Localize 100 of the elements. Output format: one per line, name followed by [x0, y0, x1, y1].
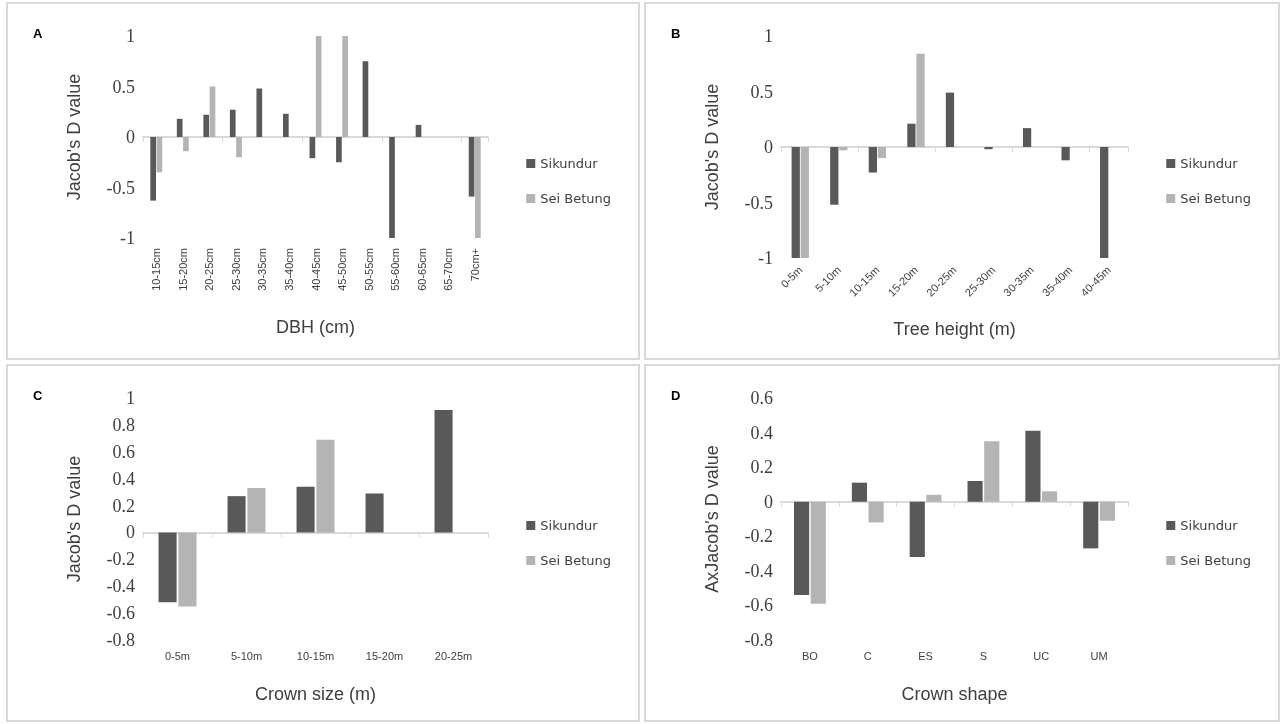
legend-label: Sei Betung: [540, 191, 612, 206]
x-tick-label: UM: [1090, 649, 1108, 662]
y-tick-label: 0.6: [112, 441, 135, 462]
bar: [967, 480, 983, 502]
bar: [227, 496, 246, 533]
bar: [434, 410, 453, 533]
y-tick-label: 0.5: [112, 76, 135, 97]
text: D: [671, 388, 681, 403]
legend-label: Sikundur: [540, 156, 599, 171]
bar: [256, 88, 263, 137]
y-tick-label: 0: [126, 522, 135, 543]
y-axis-title: AxJacob's D value: [702, 445, 722, 593]
bar: [1042, 491, 1058, 502]
y-tick-label: 1: [126, 26, 135, 46]
y-tick-label: 1: [764, 26, 773, 46]
y-tick-label: -0.8: [744, 630, 773, 650]
y-tick-label: 0.5: [750, 81, 773, 102]
bar: [316, 439, 335, 533]
x-tick-label: 60-65cm: [415, 248, 428, 291]
bar: [839, 147, 848, 151]
bar: [800, 147, 809, 258]
x-tick-label: 20-25m: [434, 649, 473, 662]
y-tick-label: -1: [758, 248, 773, 268]
x-tick-label: 5-10m: [230, 649, 263, 662]
bar: [984, 441, 1000, 502]
bar: [945, 92, 955, 147]
y-axis-title: Jacob's D value: [64, 455, 84, 583]
bar: [176, 118, 183, 137]
legend-label: Sikundur: [1180, 518, 1239, 533]
x-tick-label: 55-60cm: [389, 248, 402, 291]
y-tick-label: 0: [764, 137, 773, 157]
y-tick-label: 0.2: [750, 457, 773, 478]
y-tick-label: -0.5: [106, 177, 135, 198]
bar: [282, 113, 289, 137]
legend-label: Sikundur: [1180, 156, 1239, 171]
y-tick-label: -0.6: [744, 595, 773, 616]
x-tick-label: 65-70cm: [442, 248, 455, 291]
bar: [877, 147, 887, 159]
y-tick-label: 0.6: [750, 388, 773, 408]
bar: [336, 137, 342, 163]
bar: [984, 147, 993, 150]
x-axis-title: DBH (cm): [276, 317, 355, 337]
bar: [907, 123, 916, 147]
bar: [247, 488, 266, 533]
bar: [851, 482, 867, 502]
x-tick-label: ES: [918, 649, 933, 662]
y-tick-label: 0: [126, 127, 135, 147]
y-tick-label: 0.2: [112, 495, 135, 516]
bar: [1061, 147, 1070, 161]
y-tick-label: 0.4: [112, 468, 135, 489]
y-tick-label: -0.8: [106, 630, 135, 650]
bar: [916, 53, 925, 147]
y-tick-label: 0.4: [750, 422, 773, 443]
y-tick-label: -0.2: [106, 549, 135, 570]
bar: [365, 493, 384, 533]
y-axis-title: Jacob's D value: [702, 83, 722, 211]
bar: [229, 109, 236, 137]
bar: [203, 114, 210, 137]
bar: [389, 137, 395, 238]
x-tick-label: 45-50cm: [336, 248, 349, 291]
x-axis-title: Crown shape: [901, 684, 1008, 704]
y-tick-label: -0.6: [106, 603, 135, 624]
bar: [178, 532, 197, 607]
bar: [909, 501, 925, 558]
y-tick-label: -1: [120, 228, 135, 248]
x-tick-label: 30-35cm: [256, 248, 269, 291]
x-tick-label: 0-5m: [164, 649, 191, 662]
bar: [791, 147, 800, 258]
bar: [183, 137, 189, 152]
y-tick-label: 0.8: [112, 414, 135, 435]
legend-label: Sei Betung: [1180, 191, 1252, 206]
x-tick-label: C: [863, 649, 872, 662]
bar: [1022, 128, 1032, 147]
x-tick-label: 15-20m: [365, 649, 404, 662]
x-tick-label: 10-15cm: [150, 248, 163, 291]
bar: [1099, 501, 1115, 521]
bar: [1083, 501, 1099, 549]
bar: [1025, 430, 1041, 502]
y-tick-label: -0.4: [744, 560, 773, 581]
x-tick-label: 70cm+: [468, 248, 481, 282]
x-tick-label: 50-55cm: [362, 248, 375, 291]
bar: [810, 501, 826, 604]
text: B: [671, 26, 681, 41]
legend-label: Sei Betung: [1180, 553, 1252, 568]
y-tick-label: -0.2: [744, 526, 773, 547]
bar: [1100, 147, 1109, 258]
x-axis-title: Crown size (m): [254, 684, 377, 704]
bar: [830, 147, 839, 205]
x-tick-label: S: [979, 649, 988, 662]
y-tick-label: -0.5: [744, 192, 773, 213]
legend-label: Sei Betung: [540, 553, 612, 568]
x-axis-title: Tree height (m): [893, 319, 1016, 339]
y-axis-title: Jacob's D value: [64, 73, 84, 201]
bar: [150, 137, 156, 201]
bar: [868, 501, 884, 523]
bar: [926, 494, 942, 502]
x-tick-label: BO: [801, 649, 819, 662]
bar: [794, 501, 810, 596]
x-tick-label: 40-45cm: [309, 248, 322, 291]
x-tick-label: 25-30cm: [229, 248, 242, 291]
